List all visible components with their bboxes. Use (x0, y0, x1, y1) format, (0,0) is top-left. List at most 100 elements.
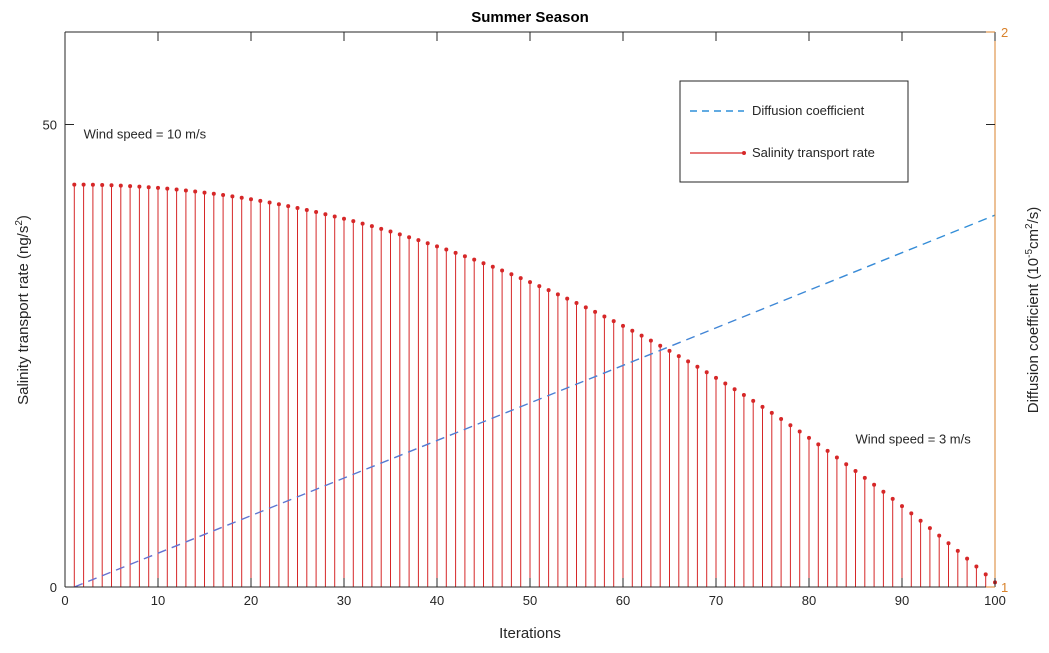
salinity-marker (472, 257, 477, 262)
salinity-marker (360, 221, 365, 226)
salinity-marker (342, 216, 346, 221)
y-left-label-part2: ) (15, 215, 32, 220)
salinity-marker (769, 410, 774, 415)
salinity-marker (156, 185, 160, 190)
legend-label-diffusion: Diffusion coefficient (752, 103, 865, 118)
salinity-marker (444, 247, 449, 252)
y-right-axis-label: Diffusion coefficient (10-5cm2/s) (1024, 207, 1042, 414)
x-tick-label: 10 (151, 593, 165, 608)
salinity-marker (100, 182, 105, 187)
salinity-marker (881, 489, 886, 494)
x-tick-label: 100 (984, 593, 1006, 608)
y-left-label-sup: 2 (14, 220, 25, 226)
salinity-marker (528, 280, 532, 285)
salinity-marker (574, 300, 579, 305)
x-tick-label: 30 (337, 593, 351, 608)
salinity-marker (862, 475, 867, 480)
salinity-marker (193, 189, 198, 194)
salinity-marker (593, 309, 598, 314)
x-tick-label: 80 (802, 593, 816, 608)
salinity-marker (658, 343, 663, 348)
salinity-marker (676, 354, 681, 359)
chart-title: Summer Season (471, 9, 589, 26)
salinity-marker (425, 241, 430, 246)
y-right-label-sup1: -5 (1024, 249, 1035, 258)
salinity-marker (379, 226, 384, 231)
salinity-marker (462, 254, 467, 259)
legend: Diffusion coefficient Salinity transport… (679, 80, 909, 183)
x-tick-label: 90 (895, 593, 909, 608)
legend-marker-salinity (742, 151, 746, 155)
salinity-marker (72, 182, 77, 187)
salinity-marker (416, 238, 421, 243)
x-tick-label: 50 (523, 593, 537, 608)
legend-label-salinity: Salinity transport rate (752, 145, 875, 160)
salinity-marker (602, 314, 607, 319)
salinity-marker (844, 462, 849, 467)
salinity-marker (621, 323, 625, 328)
salinity-marker (369, 224, 374, 229)
salinity-marker (630, 328, 635, 333)
x-tick-label: 20 (244, 593, 258, 608)
salinity-marker (816, 442, 821, 447)
salinity-marker (323, 212, 328, 217)
salinity-marker (639, 333, 644, 338)
salinity-marker (751, 398, 756, 403)
salinity-marker (583, 305, 588, 310)
x-tick-label: 40 (430, 593, 444, 608)
salinity-marker (388, 229, 393, 234)
x-axis-label: Iterations (499, 625, 561, 642)
salinity-marker (927, 526, 932, 531)
salinity-marker (276, 202, 281, 207)
annotation-wind-3: Wind speed = 3 m/s (856, 432, 972, 447)
y-right-label-sup2: 2 (1024, 223, 1035, 229)
salinity-marker (221, 193, 226, 198)
salinity-marker (974, 564, 979, 569)
salinity-marker (118, 183, 123, 188)
salinity-marker (946, 541, 951, 546)
salinity-marker (704, 370, 709, 375)
salinity-marker (732, 387, 737, 392)
y-right-label-part2: cm (1025, 229, 1042, 249)
salinity-marker (509, 272, 514, 277)
salinity-marker (332, 214, 337, 219)
salinity-marker (500, 268, 505, 273)
y-right-label-part1: Diffusion coefficient (10 (1025, 258, 1042, 413)
salinity-marker (565, 296, 570, 301)
salinity-marker (825, 448, 830, 453)
diffusion-line-group (74, 214, 996, 588)
y-left-label-part1: Salinity transport rate (ng/s (15, 226, 32, 405)
salinity-marker (304, 207, 309, 212)
salinity-marker (853, 468, 858, 473)
salinity-marker (983, 572, 988, 577)
salinity-marker (202, 190, 207, 195)
annotation-wind-10: Wind speed = 10 m/s (84, 126, 207, 141)
salinity-marker (174, 187, 179, 192)
salinity-marker (286, 204, 291, 209)
y-right-tick-label: 1 (1001, 580, 1008, 595)
salinity-marker (137, 184, 142, 189)
salinity-marker (128, 184, 133, 189)
salinity-marker (81, 182, 86, 187)
salinity-marker (267, 200, 272, 205)
salinity-marker (611, 319, 616, 324)
salinity-marker (900, 504, 904, 509)
salinity-marker (546, 288, 551, 293)
salinity-marker (890, 496, 895, 501)
salinity-marker (109, 183, 114, 188)
salinity-marker (834, 455, 839, 460)
salinity-marker (295, 206, 300, 211)
legend-box (679, 80, 909, 183)
salinity-marker (686, 359, 691, 364)
x-tick-label: 70 (709, 593, 723, 608)
salinity-marker (183, 188, 188, 193)
salinity-marker (909, 511, 914, 516)
salinity-marker (555, 292, 560, 297)
salinity-marker (435, 244, 439, 249)
salinity-marker (397, 232, 402, 237)
salinity-marker (230, 194, 235, 199)
salinity-marker (481, 261, 486, 266)
x-tick-label: 0 (61, 593, 68, 608)
salinity-marker (258, 198, 263, 203)
